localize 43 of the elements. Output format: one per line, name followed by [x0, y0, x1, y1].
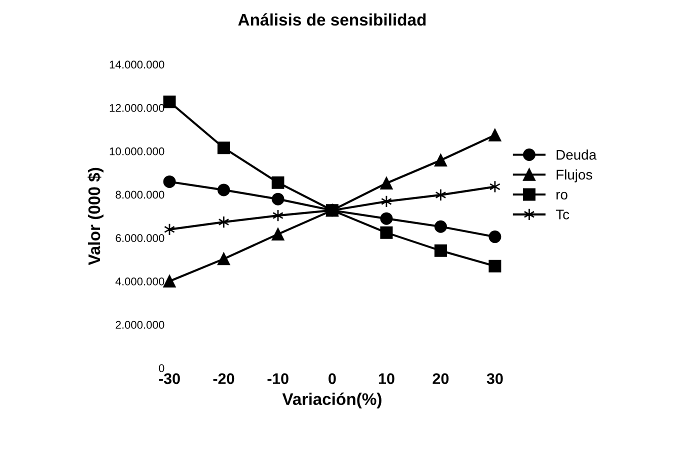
point: [489, 180, 500, 193]
point: [434, 154, 447, 166]
point: [272, 192, 284, 206]
point: [163, 275, 176, 288]
point: [217, 142, 230, 154]
x-tick-label: -10: [268, 373, 288, 384]
point: [217, 252, 230, 266]
point: [488, 230, 502, 244]
y-tick-label: 14.000.000: [110, 60, 164, 69]
chart-title: Análisis de sensibilidad: [238, 13, 426, 26]
x-tick-label: -20: [213, 373, 234, 384]
x-axis-title: Variación(%): [282, 392, 382, 408]
point: [435, 188, 446, 202]
legend-label: Deuda: [556, 150, 597, 160]
point: [380, 226, 393, 239]
point: [434, 220, 447, 233]
point: [380, 212, 393, 225]
point: [434, 244, 447, 257]
x-tick-label: 10: [378, 373, 394, 384]
x-tick-label: 30: [486, 373, 503, 384]
y-tick-label: 0: [158, 364, 164, 372]
y-tick-label: 6.000.000: [116, 234, 164, 242]
y-tick-label: 10.000.000: [110, 147, 164, 156]
y-tick-label: 12.000.000: [110, 104, 164, 112]
legend-label: Tc: [556, 210, 570, 220]
y-tick-label: 4.000.000: [115, 278, 164, 286]
point: [272, 228, 284, 240]
point: [272, 176, 284, 189]
x-tick-label: 0: [328, 373, 336, 384]
legend-label: ro: [556, 192, 568, 200]
point: [163, 175, 176, 188]
legend-label: Flujos: [556, 169, 592, 182]
point: [218, 216, 230, 228]
point: [217, 184, 230, 196]
point: [380, 176, 393, 190]
point: [488, 260, 502, 272]
x-tick-label: -30: [159, 373, 180, 384]
y-tick-label: 8.000.000: [116, 190, 164, 199]
y-tick-label: 2.000.000: [116, 320, 164, 329]
x-tick-label: 20: [432, 373, 449, 384]
y-axis-title: Valor (000 $): [88, 168, 104, 266]
point: [163, 96, 176, 108]
point: [488, 128, 502, 142]
